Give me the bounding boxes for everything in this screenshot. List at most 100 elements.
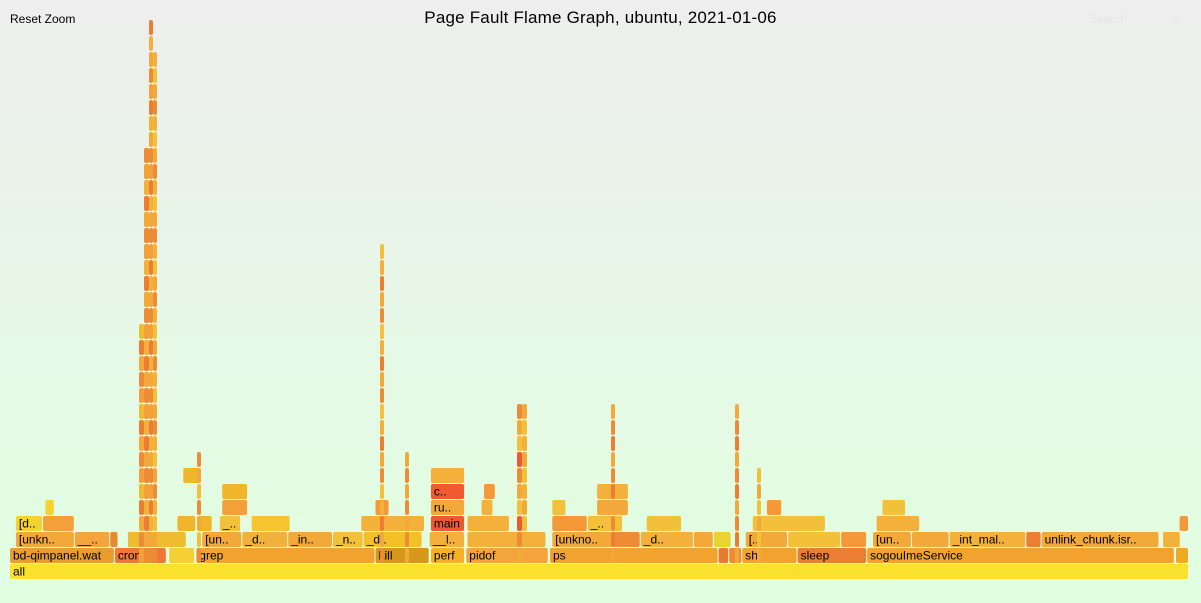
flame-frame-narrow[interactable]: [735, 452, 739, 467]
flame-frame-narrow[interactable]: [144, 532, 149, 547]
flame-frame-narrow[interactable]: [611, 420, 615, 435]
flame-frame-narrow[interactable]: [153, 84, 157, 99]
flame-frame-narrow[interactable]: [153, 516, 157, 531]
flame-frame-narrow[interactable]: [153, 500, 157, 515]
flame-frame-narrow[interactable]: [611, 436, 615, 451]
flame-frame-narrow[interactable]: [139, 468, 144, 483]
flame-frame-narrow[interactable]: [139, 388, 144, 403]
flame-frame-narrow[interactable]: [611, 484, 615, 499]
flame-frame-narrow[interactable]: [735, 548, 739, 563]
flame-frame-narrow[interactable]: [153, 292, 157, 307]
flame-frame-narrow[interactable]: [522, 516, 527, 531]
flame-frame-narrow[interactable]: [149, 180, 153, 195]
flame-frame-narrow[interactable]: [380, 308, 384, 323]
flame-frame-narrow[interactable]: [153, 228, 157, 243]
flame-frame[interactable]: [481, 500, 493, 515]
flame-frame-narrow[interactable]: [153, 420, 157, 435]
flame-frame-narrow[interactable]: [153, 356, 157, 371]
flame-frame-narrow[interactable]: [757, 484, 761, 499]
flame-frame-narrow[interactable]: [522, 532, 527, 547]
flame-frame-narrow[interactable]: [144, 516, 149, 531]
flame-frame-d[interactable]: [d..: [15, 516, 42, 531]
flame-frame-narrow[interactable]: [149, 372, 153, 387]
flame-frame[interactable]: [251, 516, 290, 531]
flame-frame-narrow[interactable]: [144, 340, 149, 355]
flame-frame-narrow[interactable]: [139, 372, 144, 387]
flame-frame-narrow[interactable]: [149, 324, 153, 339]
flame-frame-narrow[interactable]: [405, 516, 409, 531]
flame-frame-narrow[interactable]: [149, 260, 153, 275]
flame-frame-narrow[interactable]: [149, 84, 153, 99]
flame-frame-narrow[interactable]: [405, 468, 409, 483]
flame-frame-narrow[interactable]: [522, 436, 527, 451]
flame-frame-narrow[interactable]: [735, 532, 739, 547]
flame-frame-grep[interactable]: grep: [196, 548, 375, 563]
flame-frame-narrow[interactable]: [380, 324, 384, 339]
flame-frame-d[interactable]: _d..: [242, 532, 288, 547]
flame-frame-perf[interactable]: perf: [430, 548, 465, 563]
flame-frame-narrow[interactable]: [380, 372, 384, 387]
flame-frame-d[interactable]: _d..: [640, 532, 693, 547]
flame-frame-narrow[interactable]: [144, 164, 149, 179]
flame-frame-all[interactable]: all: [10, 564, 1188, 579]
flame-frame-narrow[interactable]: [197, 468, 201, 483]
flame-frame-narrow[interactable]: [522, 548, 527, 563]
flame-frame-narrow[interactable]: [153, 196, 157, 211]
flame-frame[interactable]: [693, 532, 713, 547]
flame-frame[interactable]: [766, 500, 782, 515]
flame-frame-unknown[interactable]: [un..: [202, 532, 242, 547]
flame-frame-narrow[interactable]: [757, 500, 761, 515]
flame-frame-narrow[interactable]: [139, 500, 144, 515]
flame-frame[interactable]: [183, 468, 200, 483]
flame-frame-unlink-chunk-isra-0[interactable]: unlink_chunk.isr..: [1041, 532, 1159, 547]
flame-frame-narrow[interactable]: [735, 500, 739, 515]
flame-frame[interactable]: [646, 516, 682, 531]
flame-frame-narrow[interactable]: [153, 404, 157, 419]
flame-frame[interactable]: [876, 516, 920, 531]
flame-frame[interactable]: [361, 516, 424, 531]
flame-frame-narrow[interactable]: [144, 292, 149, 307]
flame-frame-narrow[interactable]: [197, 548, 201, 563]
flame-frame-narrow[interactable]: [405, 452, 409, 467]
flame-frame-narrow[interactable]: [522, 404, 527, 419]
flame-frame-ru[interactable]: ru..: [430, 500, 465, 515]
flame-frame-narrow[interactable]: [149, 404, 153, 419]
flame-frame-narrow[interactable]: [144, 212, 149, 227]
flame-frame-narrow[interactable]: [144, 404, 149, 419]
flame-frame-narrow[interactable]: [153, 212, 157, 227]
flame-frame[interactable]: [752, 516, 825, 531]
flame-frame-narrow[interactable]: [405, 484, 409, 499]
flame-frame-narrow[interactable]: [149, 116, 153, 131]
flame-frame-narrow[interactable]: [380, 260, 384, 275]
flame-frame-narrow[interactable]: [153, 388, 157, 403]
flame-frame-narrow[interactable]: [153, 100, 157, 115]
flame-frame[interactable]: [198, 516, 212, 531]
flame-frame-d[interactable]: __..: [74, 532, 110, 547]
flame-frame-narrow[interactable]: [380, 548, 384, 563]
flame-frame-narrow[interactable]: [153, 308, 157, 323]
flame-frame-unknown[interactable]: [un..: [873, 532, 911, 547]
flame-frame[interactable]: [882, 500, 906, 515]
flame-frame-narrow[interactable]: [735, 436, 739, 451]
flame-frame-narrow[interactable]: [144, 468, 149, 483]
flame-frame-narrow[interactable]: [153, 52, 157, 67]
flame-frame-narrow[interactable]: [522, 484, 527, 499]
flame-frame-narrow[interactable]: [139, 324, 144, 339]
flame-frame-narrow[interactable]: [149, 36, 153, 51]
flame-frame-narrow[interactable]: [153, 324, 157, 339]
flame-frame[interactable]: [718, 548, 729, 563]
flame-frame-narrow[interactable]: [153, 164, 157, 179]
flame-frame-narrow[interactable]: [144, 484, 149, 499]
flame-frame-narrow[interactable]: [139, 436, 144, 451]
flame-frame-narrow[interactable]: [149, 356, 153, 371]
flame-frame-narrow[interactable]: [139, 356, 144, 371]
flame-frame-narrow[interactable]: [522, 452, 527, 467]
flame-frame-narrow[interactable]: [517, 468, 522, 483]
flame-frame-narrow[interactable]: [380, 244, 384, 259]
flame-frame-narrow[interactable]: [144, 372, 149, 387]
flame-frame-narrow[interactable]: [153, 68, 157, 83]
flame-frame-int-malloc[interactable]: _int_mal..: [949, 532, 1026, 547]
flame-frame-narrow[interactable]: [144, 388, 149, 403]
flame-frame-d[interactable]: _d..: [363, 532, 422, 547]
flame-frame-narrow[interactable]: [380, 532, 384, 547]
